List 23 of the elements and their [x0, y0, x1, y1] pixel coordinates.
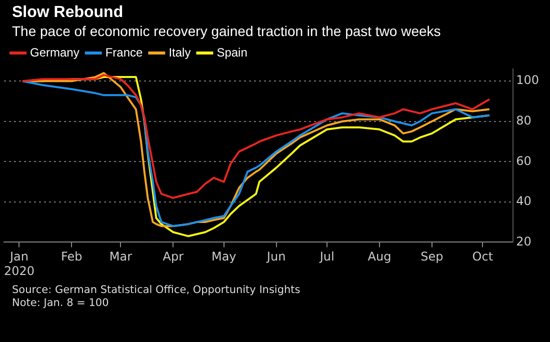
legend-label: Italy	[168, 45, 191, 60]
legend-label: France	[105, 45, 144, 60]
x-tick-label: Jan 2020	[4, 250, 34, 278]
x-tick-label: Jun	[266, 250, 286, 264]
x-tick-label: Apr	[162, 250, 184, 264]
y-tick-label: 20	[516, 234, 532, 248]
x-tick-label: Feb	[61, 250, 82, 264]
chart-subtitle: The pace of economic recovery gained traction in the past two weeks	[12, 23, 442, 39]
x-tick-label: May	[211, 250, 236, 264]
x-tick-label: Aug	[368, 250, 392, 264]
y-tick-label: 40	[516, 194, 532, 208]
chart-title: Slow Rebound	[12, 4, 124, 22]
x-tick-label: Oct	[472, 250, 494, 264]
x-tick-label: Jul	[318, 250, 334, 264]
y-tick-label: 80	[516, 113, 532, 128]
y-tick-label: 60	[516, 154, 532, 168]
source-note: Source: German Statistical Office, Opportunity Insights	[12, 284, 302, 297]
text: Note: Jan. 8 = 100	[12, 297, 110, 310]
x-tick-label: Mar	[109, 250, 132, 264]
legend-label: Germany	[30, 45, 80, 60]
y-tick-label: 100	[516, 73, 539, 88]
legend-label: Spain	[216, 45, 248, 60]
x-tick-label: Sep	[420, 250, 444, 264]
